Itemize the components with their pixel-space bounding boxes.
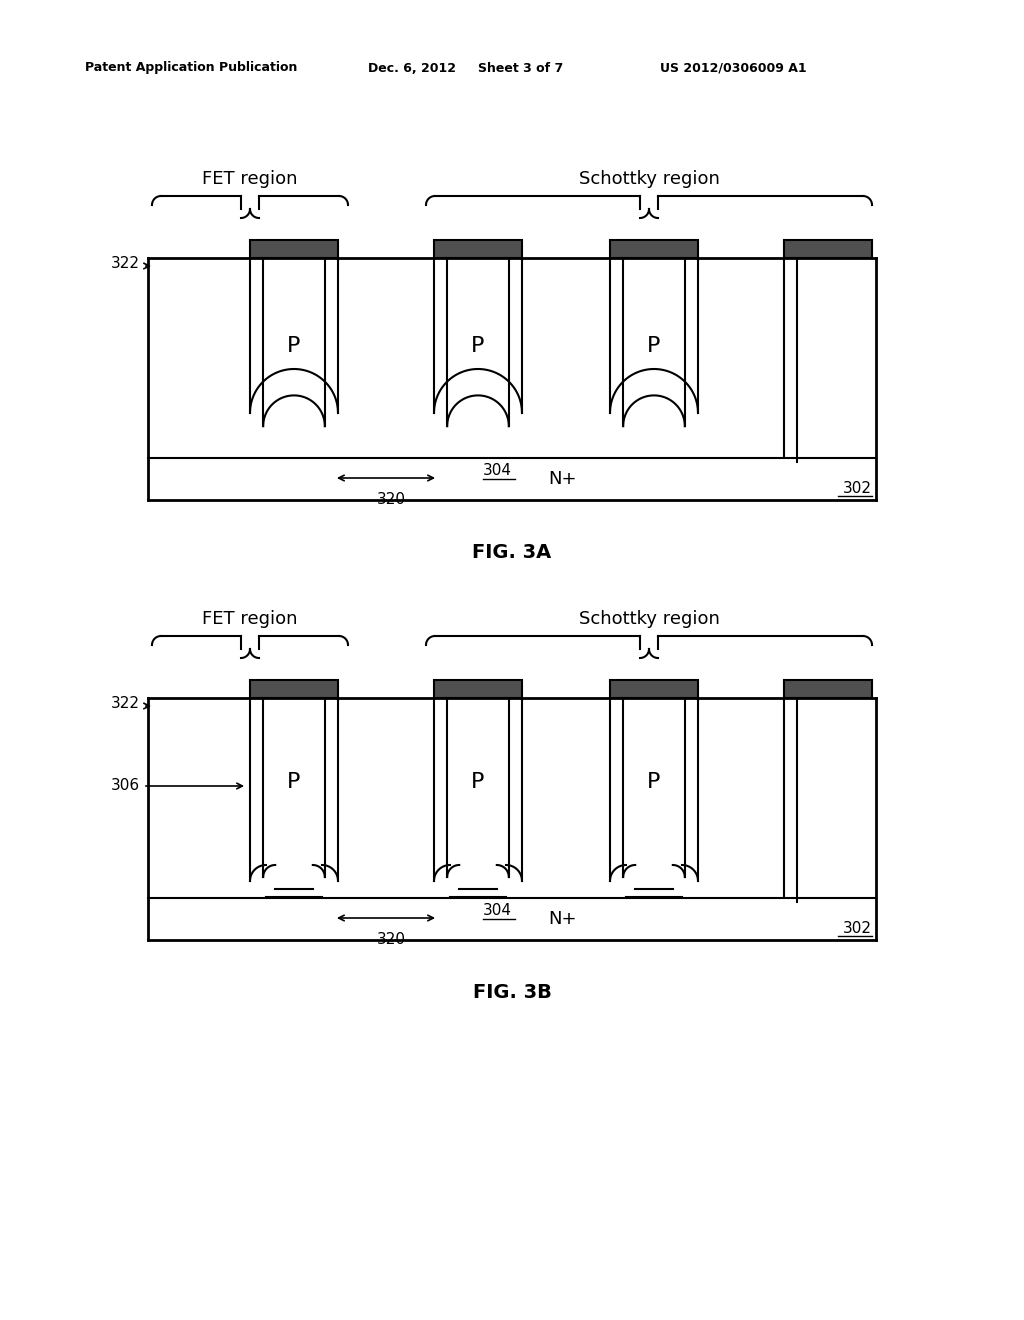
Text: Sheet 3 of 7: Sheet 3 of 7 bbox=[478, 62, 563, 74]
Text: 304: 304 bbox=[483, 903, 512, 917]
Bar bbox=[434, 680, 522, 698]
Text: FIG. 3A: FIG. 3A bbox=[472, 543, 552, 561]
Text: FIG. 3B: FIG. 3B bbox=[472, 982, 552, 1002]
Text: 302: 302 bbox=[843, 480, 872, 496]
Text: Patent Application Publication: Patent Application Publication bbox=[85, 62, 297, 74]
Text: 322: 322 bbox=[111, 697, 140, 711]
Text: 304: 304 bbox=[483, 463, 512, 478]
Bar bbox=[610, 240, 698, 257]
Text: FET region: FET region bbox=[203, 170, 298, 187]
Text: 320: 320 bbox=[377, 492, 406, 507]
Text: P: P bbox=[288, 337, 301, 356]
Bar bbox=[434, 240, 522, 257]
Text: N+: N+ bbox=[548, 909, 577, 928]
Text: N+: N+ bbox=[548, 470, 577, 488]
Text: 322: 322 bbox=[111, 256, 140, 272]
Text: 306: 306 bbox=[111, 779, 140, 793]
Text: P: P bbox=[288, 772, 301, 792]
Bar bbox=[784, 240, 872, 257]
Text: P: P bbox=[647, 772, 660, 792]
Text: P: P bbox=[471, 772, 484, 792]
Text: FET region: FET region bbox=[203, 610, 298, 628]
Text: US 2012/0306009 A1: US 2012/0306009 A1 bbox=[660, 62, 807, 74]
Text: P: P bbox=[471, 337, 484, 356]
Bar bbox=[610, 680, 698, 698]
Bar bbox=[250, 240, 338, 257]
Text: P: P bbox=[647, 337, 660, 356]
Text: Schottky region: Schottky region bbox=[579, 170, 720, 187]
Text: 320: 320 bbox=[377, 932, 406, 946]
Text: 302: 302 bbox=[843, 921, 872, 936]
Bar bbox=[250, 680, 338, 698]
Bar bbox=[784, 680, 872, 698]
Text: Dec. 6, 2012: Dec. 6, 2012 bbox=[368, 62, 456, 74]
Text: Schottky region: Schottky region bbox=[579, 610, 720, 628]
